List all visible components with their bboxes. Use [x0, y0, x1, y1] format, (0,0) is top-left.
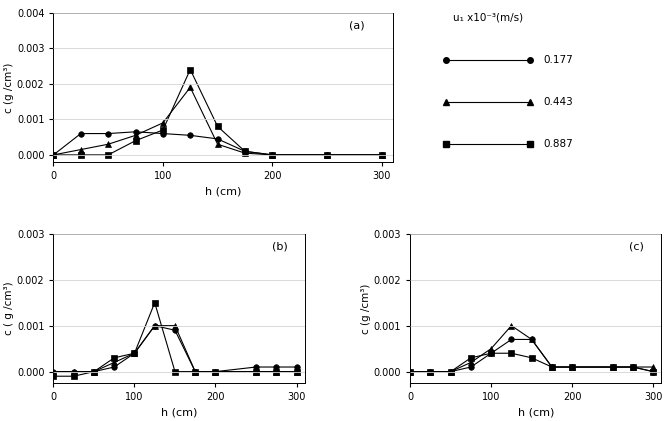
Text: 0.887: 0.887	[544, 139, 573, 149]
Text: (c): (c)	[629, 241, 643, 251]
Point	[526, 100, 534, 105]
Text: (b): (b)	[272, 241, 288, 251]
Point	[442, 100, 450, 105]
X-axis label: h (cm): h (cm)	[205, 187, 241, 197]
Line: 2 pts: 2 pts	[444, 141, 533, 147]
Point	[442, 58, 450, 63]
Point	[442, 141, 450, 147]
Text: u₁ x10⁻³(m/s): u₁ x10⁻³(m/s)	[453, 13, 523, 23]
Point	[526, 141, 534, 147]
Point	[526, 58, 534, 63]
Text: 0.177: 0.177	[544, 56, 573, 65]
Y-axis label: c (g /cm³): c (g /cm³)	[4, 62, 14, 112]
Text: 0.443: 0.443	[544, 97, 573, 107]
Text: (a): (a)	[349, 20, 364, 30]
Line: 2 pts: 2 pts	[444, 99, 533, 105]
Y-axis label: c (g /cm³): c (g /cm³)	[361, 283, 371, 333]
X-axis label: h (cm): h (cm)	[161, 408, 197, 418]
Y-axis label: c ( g /cm³): c ( g /cm³)	[4, 282, 14, 335]
Line: 2 pts: 2 pts	[444, 58, 533, 63]
X-axis label: h (cm): h (cm)	[518, 408, 554, 418]
